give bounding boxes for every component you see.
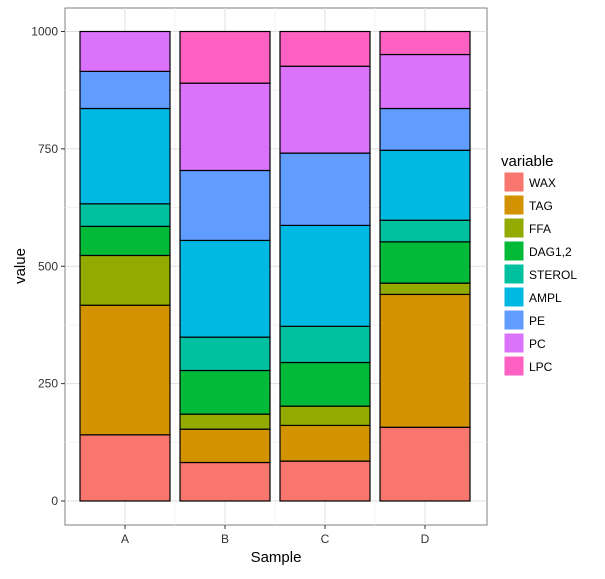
- bar-segment-D-pe: [379, 107, 471, 151]
- legend-label: STEROL: [529, 268, 577, 282]
- bar-segment-D-dag12: [379, 241, 471, 284]
- legend-label: LPC: [529, 360, 553, 374]
- y-tick-label: 500: [38, 259, 58, 273]
- bar-segment-C-dag12: [279, 361, 371, 407]
- bar-segment-B-ffa: [179, 413, 271, 430]
- bar-segment-C-wax: [279, 460, 371, 502]
- legend-key-wax: [503, 171, 525, 193]
- legend-key-pe: [503, 309, 525, 331]
- bar-segment-D-ampl: [379, 149, 471, 221]
- bar-segment-A-ffa: [79, 254, 171, 306]
- legend-label: WAX: [529, 176, 556, 190]
- legend-label: FFA: [529, 222, 551, 236]
- legend: variable WAX TAG FFA DAG1,2 STEROL AMPL PE PC LP…: [501, 153, 577, 377]
- y-tick-label: 1000: [31, 25, 58, 39]
- bar-segment-C-sterol: [279, 325, 371, 364]
- y-tick-label: 0: [51, 494, 58, 508]
- bar-segment-A-pc: [79, 30, 171, 73]
- bar-segment-B-sterol: [179, 336, 271, 372]
- legend-label: AMPL: [529, 291, 562, 305]
- x-tick-label: A: [121, 532, 129, 546]
- y-tick-label: 250: [38, 377, 58, 391]
- bar-segment-A-ampl: [79, 107, 171, 205]
- bar-segment-A-pe: [79, 70, 171, 110]
- x-tick-label: C: [321, 532, 330, 546]
- legend-label: DAG1,2: [529, 245, 572, 259]
- bar-segment-D-lpc: [379, 30, 471, 56]
- bar-segment-C-lpc: [279, 30, 371, 67]
- legend-key-dag12: [503, 240, 525, 262]
- bar-segment-D-pc: [379, 53, 471, 110]
- bar-segment-D-wax: [379, 426, 471, 502]
- legend-key-sterol: [503, 263, 525, 285]
- bar-segment-B-pc: [179, 82, 271, 172]
- bar-segment-B-pe: [179, 169, 271, 242]
- bar-segment-B-wax: [179, 461, 271, 502]
- bar-segment-C-ampl: [279, 224, 371, 327]
- bar-segment-C-pe: [279, 152, 371, 227]
- x-axis-label: Sample: [251, 549, 302, 566]
- bar-segment-C-pc: [279, 65, 371, 154]
- legend-label: PE: [529, 314, 545, 328]
- bar-segment-A-wax: [79, 434, 171, 502]
- bar-segment-C-tag: [279, 424, 371, 462]
- y-tick-label: 750: [38, 142, 58, 156]
- legend-label: TAG: [529, 199, 553, 213]
- bar-segment-C-ffa: [279, 405, 371, 427]
- legend-key-tag: [503, 194, 525, 216]
- bar-segment-B-tag: [179, 428, 271, 464]
- legend-key-lpc: [503, 355, 525, 377]
- legend-title: variable: [501, 153, 554, 170]
- bar-segment-B-ampl: [179, 239, 271, 338]
- bar-segment-A-tag: [79, 304, 171, 436]
- bar-segment-B-dag12: [179, 369, 271, 415]
- legend-key-ffa: [503, 217, 525, 239]
- legend-key-ampl: [503, 286, 525, 308]
- bar-segment-D-ffa: [379, 282, 471, 296]
- bar-segment-A-sterol: [79, 203, 171, 227]
- bar-segment-D-sterol: [379, 219, 471, 243]
- y-axis-label: value: [12, 248, 29, 284]
- legend-key-pc: [503, 332, 525, 354]
- bar-segment-D-tag: [379, 293, 471, 428]
- legend-label: PC: [529, 337, 546, 351]
- bar-segment-A-dag12: [79, 225, 171, 257]
- x-tick-label: B: [221, 532, 229, 546]
- bar-segment-B-lpc: [179, 30, 271, 84]
- x-tick-label: D: [421, 532, 430, 546]
